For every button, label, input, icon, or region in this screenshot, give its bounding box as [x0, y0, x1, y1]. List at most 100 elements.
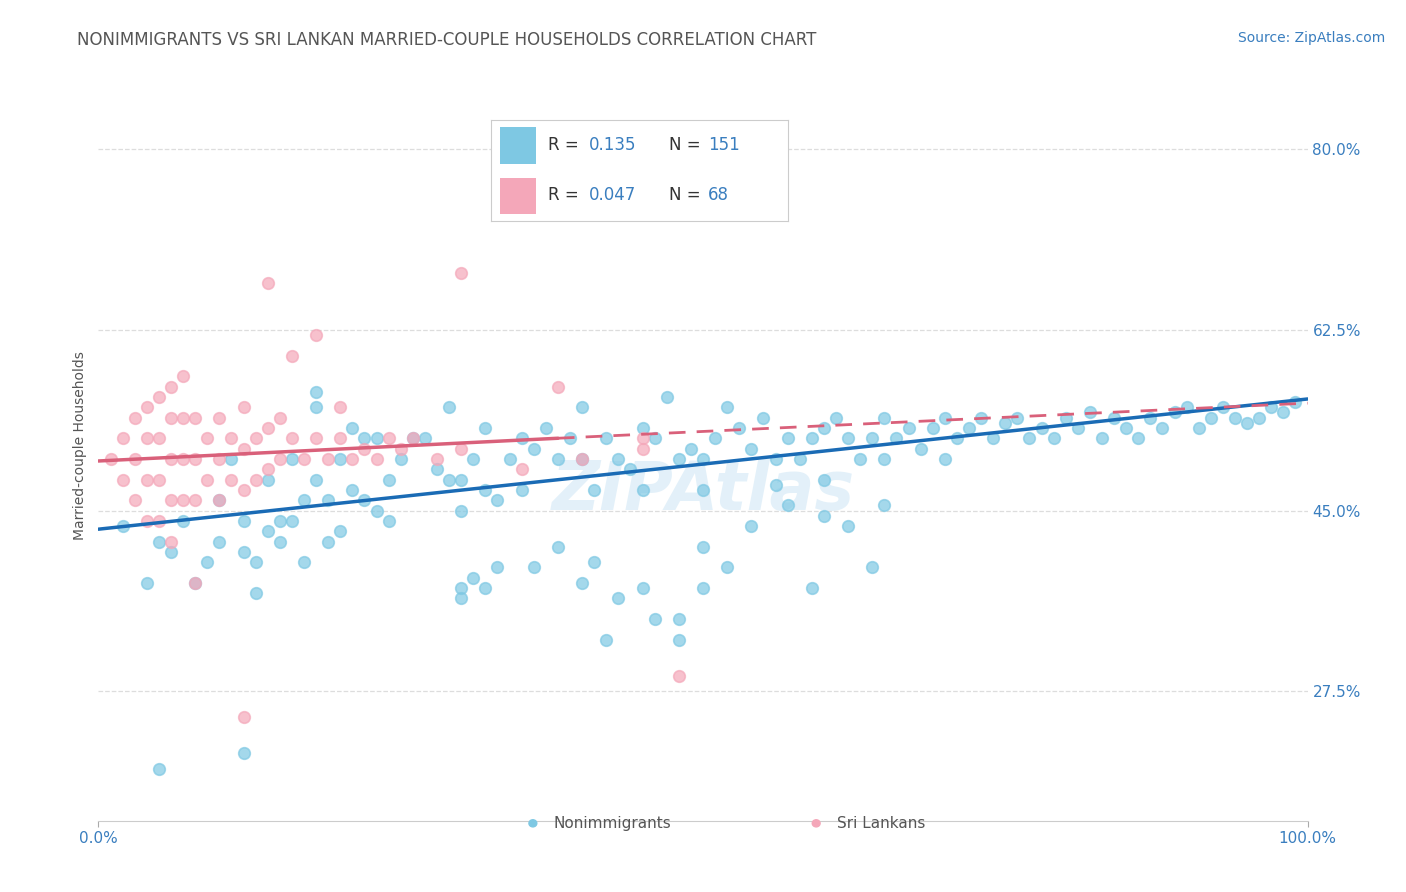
- Point: [184, 410, 207, 425]
- Point: [256, 462, 278, 476]
- Text: Source: ZipAtlas.com: Source: ZipAtlas.com: [1237, 31, 1385, 45]
- Point: [910, 442, 932, 456]
- Point: [281, 349, 304, 363]
- Point: [426, 451, 449, 466]
- Point: [135, 431, 157, 445]
- Point: [776, 431, 799, 445]
- Point: [124, 493, 146, 508]
- Point: [329, 431, 352, 445]
- Point: [111, 519, 134, 533]
- Point: [124, 410, 146, 425]
- Point: [377, 431, 399, 445]
- Point: [571, 451, 593, 466]
- Point: [208, 410, 231, 425]
- Point: [353, 431, 375, 445]
- Point: [245, 473, 267, 487]
- Point: [329, 524, 352, 539]
- Point: [571, 576, 593, 591]
- Point: [402, 431, 425, 445]
- Point: [1163, 405, 1185, 419]
- Point: [547, 379, 569, 393]
- Point: [450, 591, 472, 606]
- Point: [1249, 410, 1271, 425]
- Point: [172, 493, 194, 508]
- Point: [740, 519, 762, 533]
- Point: [631, 431, 654, 445]
- Point: [1078, 405, 1101, 419]
- Point: [269, 514, 291, 528]
- Point: [813, 421, 835, 435]
- Point: [100, 451, 122, 466]
- Point: [704, 431, 727, 445]
- Point: [160, 410, 183, 425]
- Point: [148, 762, 170, 776]
- Point: [1188, 421, 1211, 435]
- Point: [292, 451, 315, 466]
- Point: [450, 581, 472, 595]
- Point: [342, 483, 364, 497]
- Point: [510, 483, 533, 497]
- Point: [195, 473, 218, 487]
- Text: NONIMMIGRANTS VS SRI LANKAN MARRIED-COUPLE HOUSEHOLDS CORRELATION CHART: NONIMMIGRANTS VS SRI LANKAN MARRIED-COUP…: [77, 31, 817, 49]
- Point: [692, 451, 714, 466]
- Point: [377, 514, 399, 528]
- Point: [813, 508, 835, 523]
- Point: [245, 431, 267, 445]
- Point: [208, 493, 231, 508]
- Point: [860, 560, 883, 574]
- Point: [256, 421, 278, 435]
- Point: [668, 632, 690, 647]
- Point: [184, 451, 207, 466]
- Point: [148, 390, 170, 404]
- Point: [148, 514, 170, 528]
- Point: [619, 462, 641, 476]
- Point: [366, 451, 388, 466]
- Point: [498, 451, 520, 466]
- Point: [644, 431, 666, 445]
- Point: [1067, 421, 1090, 435]
- Point: [668, 669, 690, 683]
- Point: [547, 451, 569, 466]
- Point: [148, 473, 170, 487]
- Point: [329, 451, 352, 466]
- Point: [305, 401, 328, 415]
- Point: [510, 431, 533, 445]
- Point: [366, 431, 388, 445]
- Point: [450, 442, 472, 456]
- Point: [463, 451, 485, 466]
- Y-axis label: Married-couple Households: Married-couple Households: [73, 351, 87, 541]
- Point: [172, 451, 194, 466]
- Text: ZIPAtlas: ZIPAtlas: [551, 458, 855, 524]
- Point: [534, 421, 557, 435]
- Point: [716, 401, 738, 415]
- Point: [789, 451, 811, 466]
- Point: [644, 612, 666, 626]
- Point: [172, 410, 194, 425]
- Point: [366, 503, 388, 517]
- Point: [269, 451, 291, 466]
- Point: [474, 483, 496, 497]
- Point: [692, 581, 714, 595]
- Point: [946, 431, 969, 445]
- Point: [245, 555, 267, 569]
- Point: [160, 534, 183, 549]
- Point: [111, 473, 134, 487]
- Point: [957, 421, 980, 435]
- Point: [184, 493, 207, 508]
- Text: Nonimmigrants: Nonimmigrants: [554, 816, 672, 830]
- Point: [474, 421, 496, 435]
- Point: [571, 451, 593, 466]
- Point: [353, 493, 375, 508]
- Point: [631, 442, 654, 456]
- Point: [316, 493, 339, 508]
- Point: [934, 410, 956, 425]
- Point: [1260, 401, 1282, 415]
- Point: [765, 451, 787, 466]
- Point: [256, 473, 278, 487]
- Point: [1236, 416, 1258, 430]
- Point: [389, 442, 412, 456]
- Point: [316, 534, 339, 549]
- Point: [994, 416, 1017, 430]
- Point: [305, 473, 328, 487]
- Point: [1031, 421, 1053, 435]
